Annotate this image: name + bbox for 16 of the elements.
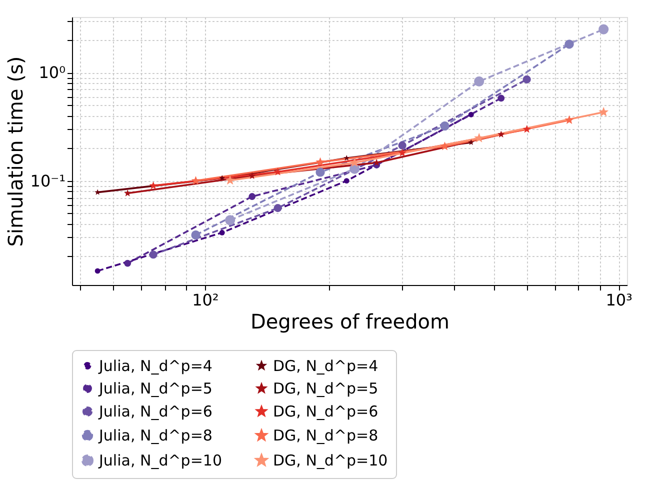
legend-label: Julia, N_d^p=6 [98, 402, 212, 420]
x-tick-label: 10³ [606, 290, 632, 310]
legend-label: DG, N_d^p=6 [273, 402, 378, 420]
legend-label: DG, N_d^p=5 [273, 380, 378, 398]
legend-label: DG, N_d^p=8 [273, 426, 378, 444]
x-tick-label: 10² [192, 290, 219, 310]
x-axis-title: Degrees of freedom [250, 310, 450, 334]
legend-label: DG, N_d^p=4 [273, 356, 378, 375]
legend-label: Julia, N_d^p=8 [98, 426, 212, 444]
legend-label: Julia, N_d^p=5 [98, 380, 212, 398]
y-tick-label: 10⁰ [38, 63, 66, 82]
y-axis-title: Simulation time (s) [3, 56, 28, 247]
legend-label: Julia, N_d^p=10 [98, 452, 222, 470]
legend-label: Julia, N_d^p=4 [98, 356, 212, 375]
y-tick-label: 10⁻¹ [30, 171, 66, 190]
legend-label: DG, N_d^p=10 [273, 452, 388, 470]
